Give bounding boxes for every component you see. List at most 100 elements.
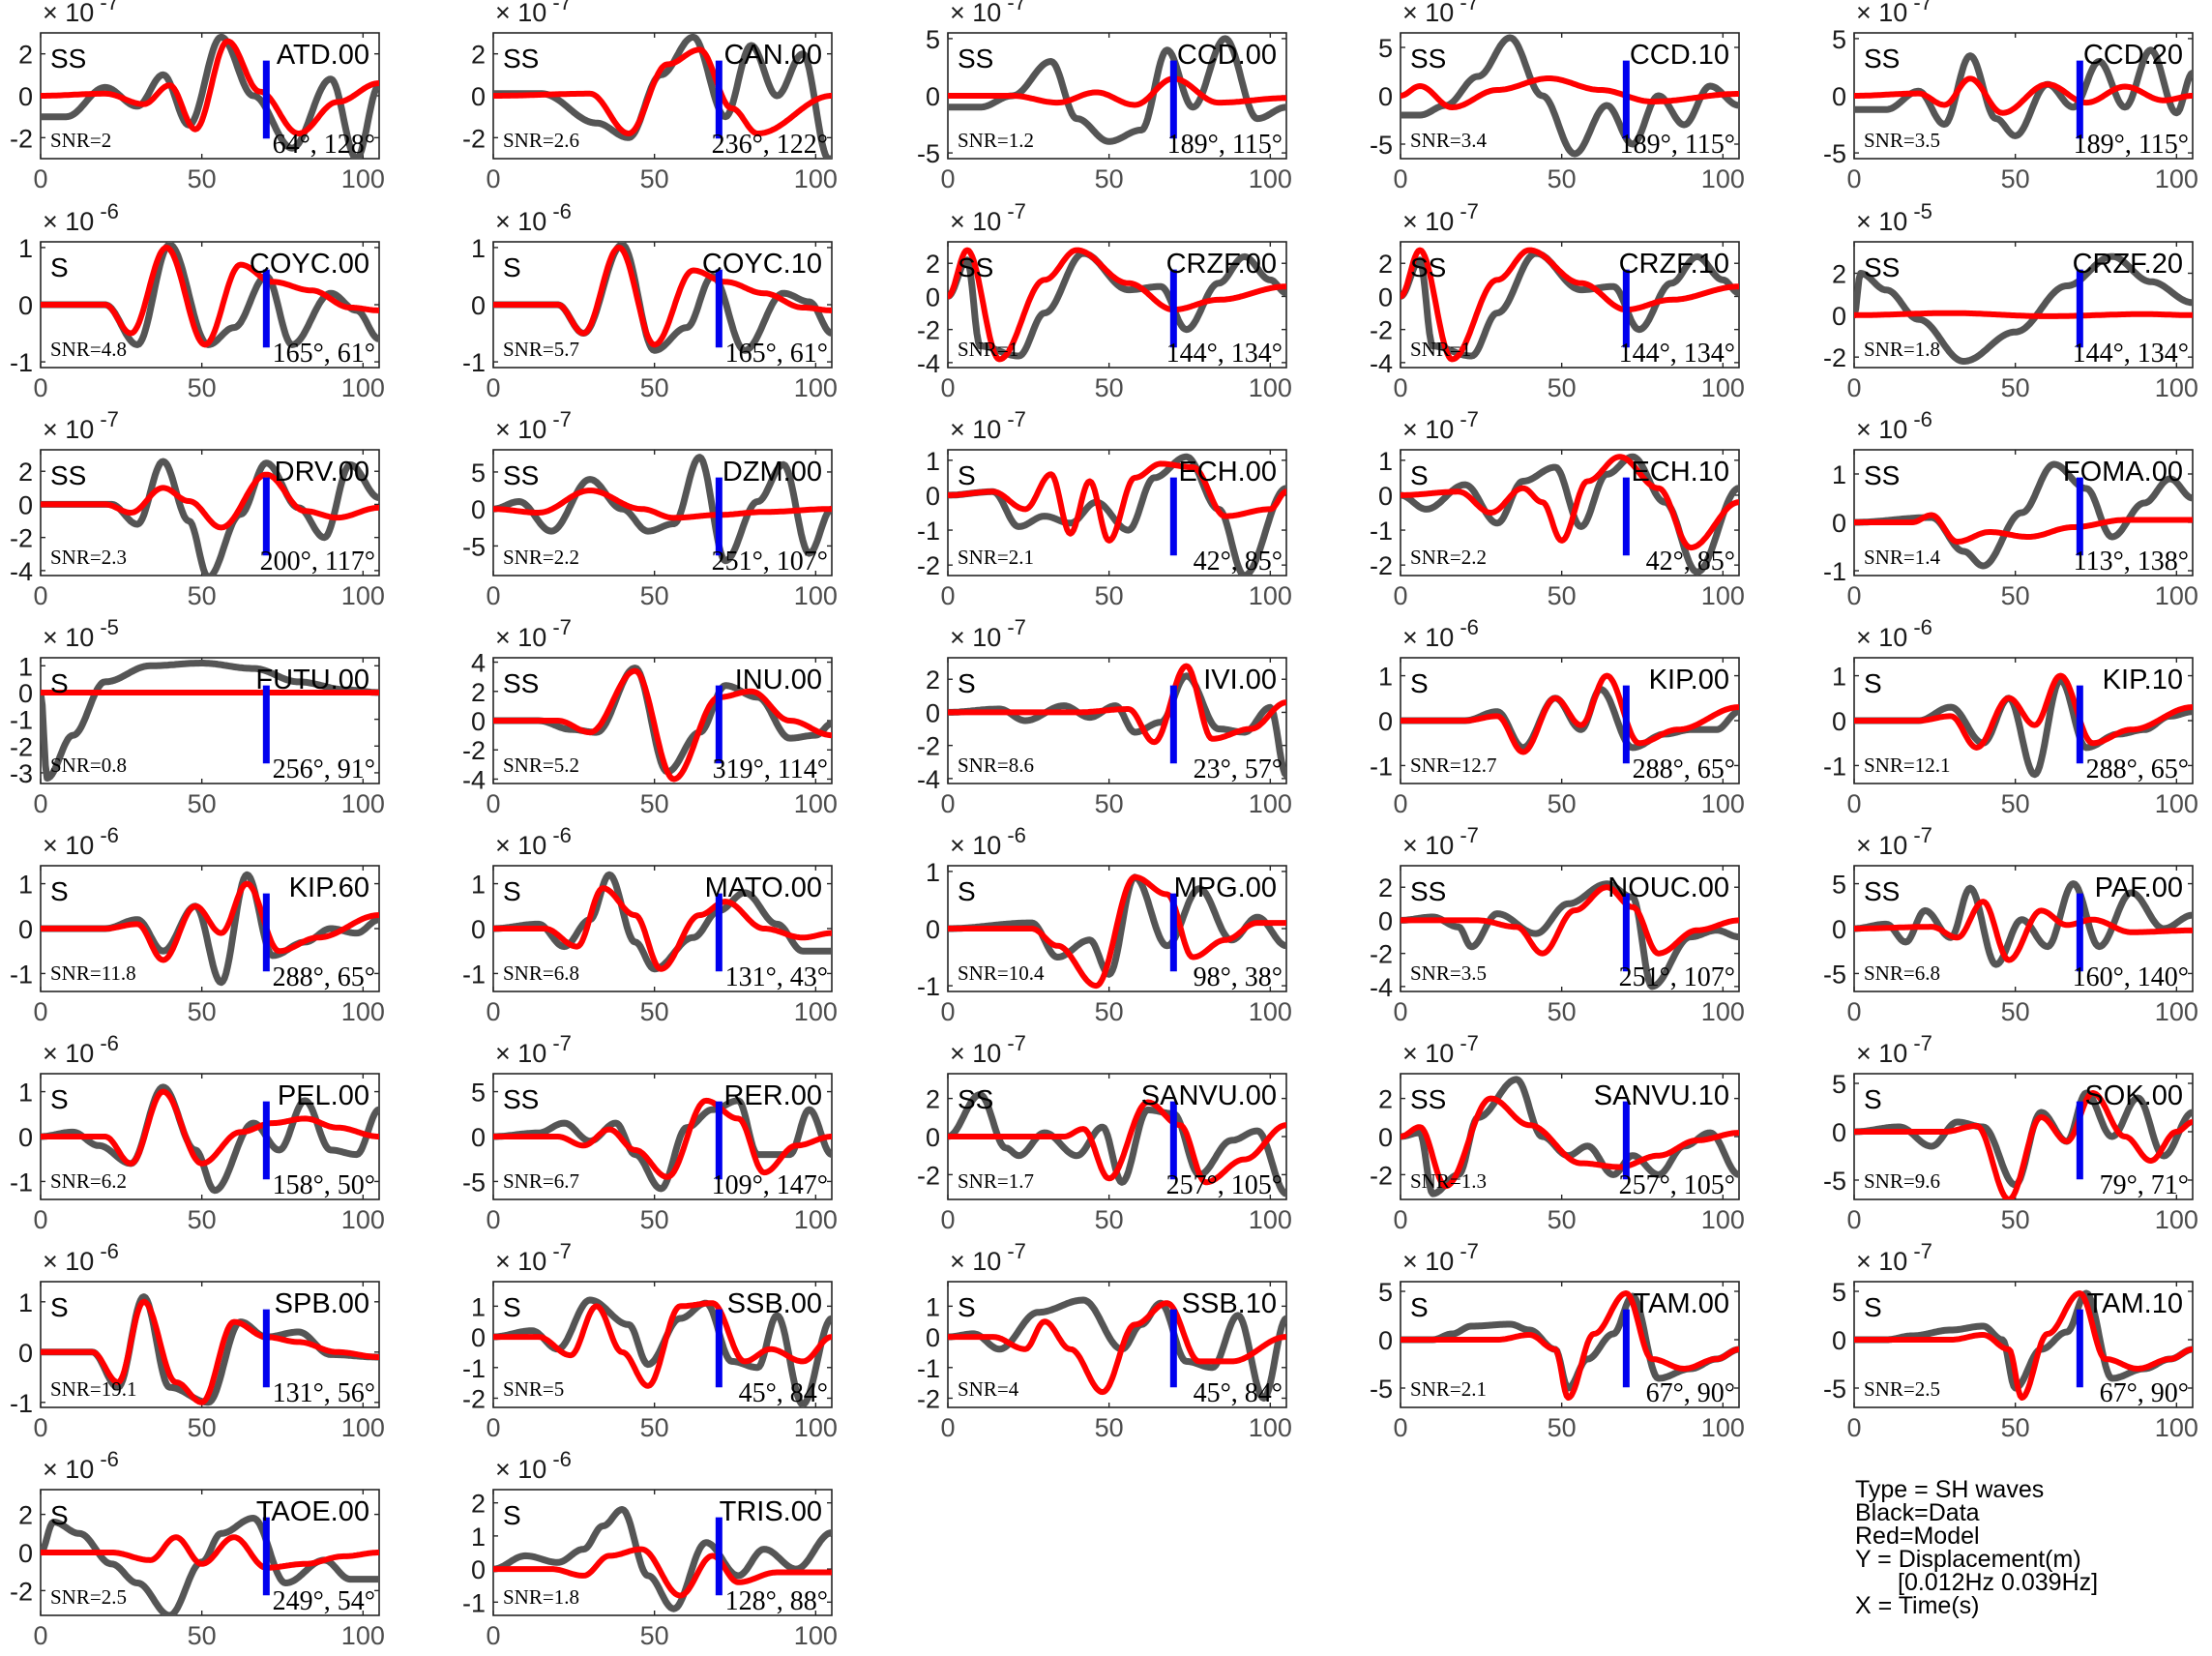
legend-y-axis: Y = Displacement(m)	[1855, 1546, 2081, 1573]
model-trace	[948, 663, 1286, 746]
x-tick-label: 50	[1548, 581, 1577, 610]
y-exponent: × 10 -6	[495, 1447, 572, 1484]
snr-label: SNR=1.4	[1864, 546, 1940, 569]
phase-label: S	[1410, 668, 1429, 698]
x-tick-label: 100	[1701, 164, 1745, 193]
x-tick-label: 0	[1846, 997, 1861, 1026]
x-tick-label: 100	[1249, 581, 1292, 610]
x-tick-label: 50	[1548, 373, 1577, 402]
snr-label: SNR=1.8	[503, 1585, 579, 1609]
y-tick-label: -2	[462, 736, 486, 765]
x-tick-label: 50	[188, 997, 217, 1026]
model-trace	[948, 1099, 1286, 1186]
phase-label: SS	[1410, 1084, 1446, 1114]
x-tick-label: 0	[1393, 789, 1407, 818]
x-tick-label: 100	[794, 997, 838, 1026]
y-exponent: × 10 -7	[495, 407, 572, 444]
y-exponent: × 10 -7	[1402, 0, 1479, 27]
angles-label: 113°, 138°	[2074, 547, 2189, 577]
x-tick-label: 0	[1393, 581, 1407, 610]
snr-label: SNR=0.8	[50, 754, 127, 777]
y-exponent: × 10 -7	[1856, 823, 1932, 860]
y-tick-label: 0	[1832, 915, 1846, 944]
y-tick-label: 0	[471, 1555, 486, 1584]
y-tick-label: -2	[917, 732, 940, 761]
axes-box	[1853, 1073, 2194, 1200]
x-tick-label: 0	[1846, 581, 1861, 610]
y-exponent: × 10 -7	[1402, 407, 1479, 444]
x-tick-label: 100	[794, 581, 838, 610]
snr-label: SNR=2.1	[958, 546, 1034, 569]
y-exponent: × 10 -7	[1856, 1239, 1932, 1276]
y-tick-label: 1	[1832, 460, 1846, 489]
y-tick-label: 0	[1832, 302, 1846, 331]
station-label: SANVU.00	[1141, 1080, 1277, 1111]
axes-box	[492, 1489, 833, 1616]
snr-label: SNR=1.2	[958, 129, 1034, 152]
model-trace	[41, 38, 379, 136]
y-tick-label: -1	[462, 348, 486, 377]
y-tick-label: -2	[917, 1161, 940, 1190]
x-tick-label: 50	[1095, 164, 1124, 193]
y-tick-label: 0	[1832, 82, 1846, 111]
y-tick-label: -4	[917, 349, 940, 378]
y-tick-label: -1	[917, 517, 940, 546]
phase-label: SS	[50, 460, 86, 490]
snr-label: SNR=2.5	[1864, 1377, 1940, 1401]
angles-label: 288°, 65°	[2086, 754, 2189, 784]
x-tick-label: 100	[794, 373, 838, 402]
x-tick-label: 0	[33, 1413, 47, 1442]
y-tick-label: 2	[1832, 260, 1846, 289]
phase-label: S	[958, 460, 976, 490]
model-trace	[493, 667, 832, 783]
x-tick-label: 100	[794, 1621, 838, 1650]
angles-label: 109°, 147°	[712, 1170, 828, 1200]
x-tick-label: 50	[640, 581, 669, 610]
x-tick-label: 0	[1393, 373, 1407, 402]
x-tick-label: 100	[2155, 997, 2198, 1026]
angles-label: 288°, 65°	[273, 962, 375, 992]
y-tick-label: -1	[10, 1389, 33, 1418]
y-exponent: × 10 -6	[950, 823, 1026, 860]
angles-label: 67°, 90°	[2100, 1378, 2189, 1408]
y-tick-label: -5	[1370, 1375, 1393, 1404]
station-label: FUTU.00	[255, 665, 369, 695]
model-trace	[1854, 1290, 2193, 1401]
y-tick-label: 2	[1378, 873, 1393, 902]
model-trace	[1854, 899, 2193, 963]
model-trace	[1401, 75, 1739, 110]
phase-label: SS	[503, 1084, 539, 1114]
model-trace	[1401, 884, 1739, 957]
station-label: PEL.00	[278, 1080, 369, 1111]
data-trace	[948, 1296, 1286, 1402]
x-tick-label: 0	[940, 581, 955, 610]
axes-box	[1400, 865, 1740, 992]
y-exponent: × 10 -7	[1856, 0, 1932, 27]
y-exponent: × 10 -7	[1402, 1239, 1479, 1276]
station-label: COYC.10	[702, 249, 822, 280]
phase-label: SS	[1864, 876, 1900, 906]
y-tick-label: 1	[471, 234, 486, 263]
y-tick-label: -2	[917, 316, 940, 345]
station-label: SPB.00	[275, 1288, 369, 1319]
y-tick-label: 0	[1378, 906, 1393, 935]
y-tick-label: -5	[1823, 1167, 1846, 1196]
station-label: IVI.00	[1203, 665, 1277, 695]
model-trace	[948, 247, 1286, 363]
y-exponent: × 10 -7	[950, 407, 1026, 444]
y-exponent: × 10 -7	[495, 1239, 572, 1276]
phase-label: S	[50, 252, 69, 282]
phase-label: SS	[503, 460, 539, 490]
x-tick-label: 100	[2155, 789, 2198, 818]
angles-label: 158°, 50°	[273, 1170, 375, 1200]
axes-box	[947, 241, 1287, 369]
